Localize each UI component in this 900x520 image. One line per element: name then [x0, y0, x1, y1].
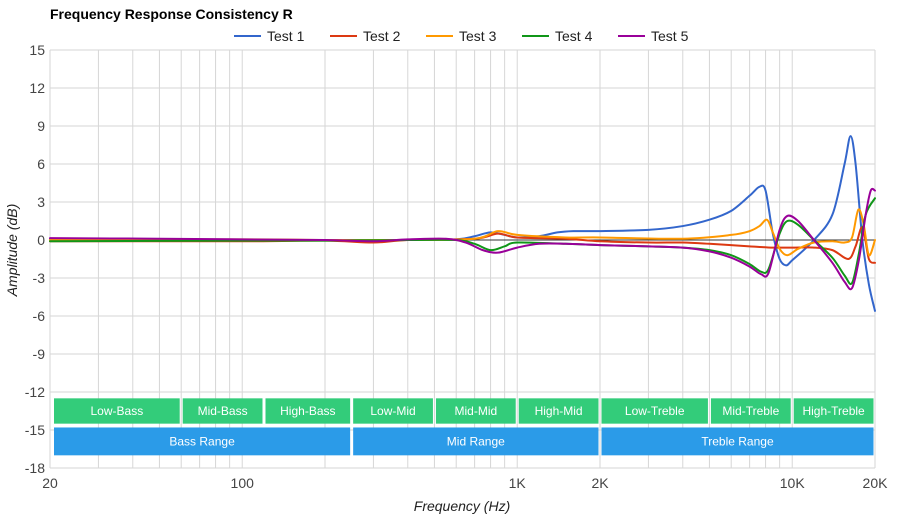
series-line-test-4 — [49, 197, 876, 285]
y-tick-label: 6 — [37, 156, 45, 172]
range-band — [54, 427, 351, 456]
range-band-label: Bass Range — [169, 434, 235, 448]
sub-range-band-label: Low-Mid — [370, 404, 415, 418]
legend-label: Test 4 — [555, 28, 593, 44]
sub-range-band-label: High-Treble — [802, 404, 865, 418]
range-band-label: Treble Range — [701, 434, 774, 448]
x-tick-label: 20K — [863, 475, 889, 491]
sub-range-band — [793, 398, 874, 424]
y-tick-label: -12 — [25, 384, 45, 400]
series-line-test-3 — [49, 208, 876, 257]
sub-range-band — [353, 398, 433, 424]
sub-range-band-label: Mid-Bass — [198, 404, 248, 418]
sub-range-band-label: High-Mid — [535, 404, 583, 418]
y-tick-label: 0 — [37, 232, 45, 248]
x-tick-label: 20 — [42, 475, 58, 491]
y-axis-title: Amplitude (dB) — [4, 204, 20, 298]
x-tick-label: 10K — [780, 475, 806, 491]
y-tick-label: -3 — [33, 270, 46, 286]
y-tick-label: 3 — [37, 194, 45, 210]
series-lines — [49, 135, 876, 312]
sub-range-band — [182, 398, 263, 424]
legend-label: Test 3 — [459, 28, 497, 44]
sub-range-band-label: High-Bass — [280, 404, 335, 418]
sub-range-band-label: Mid-Mid — [454, 404, 497, 418]
y-tick-label: 15 — [29, 42, 45, 58]
sub-range-band — [601, 398, 708, 424]
sub-range-band — [435, 398, 516, 424]
sub-range-band — [518, 398, 599, 424]
y-tick-label: -9 — [33, 346, 46, 362]
legend-label: Test 5 — [651, 28, 689, 44]
y-axis-ticks: 15 12 9 6 3 0 -3 -6 -9 -12 -15 -18 — [25, 42, 45, 476]
y-tick-label: -6 — [33, 308, 46, 324]
x-tick-label: 2K — [591, 475, 609, 491]
y-tick-label: -18 — [25, 460, 45, 476]
sub-range-band — [710, 398, 791, 424]
chart-title: Frequency Response Consistency R — [50, 6, 293, 22]
sub-range-band — [54, 398, 180, 424]
range-band — [353, 427, 599, 456]
sub-range-band-label: Low-Bass — [91, 404, 144, 418]
y-tick-label: 9 — [37, 118, 45, 134]
y-tick-label: 12 — [29, 80, 45, 96]
series-line-test-5 — [49, 187, 876, 291]
sub-range-band-label: Low-Treble — [625, 404, 685, 418]
range-band — [601, 427, 874, 456]
x-tick-label: 1K — [509, 475, 527, 491]
range-band-label: Mid Range — [447, 434, 505, 448]
legend-label: Test 1 — [267, 28, 305, 44]
legend-label: Test 2 — [363, 28, 401, 44]
x-axis-ticks: 20 100 1K 2K 10K 20K — [42, 475, 888, 491]
frequency-bands: Low-Bass Mid-Bass High-Bass Low-Mid Mid-Mid H… — [54, 398, 874, 456]
sub-range-band-label: Mid-Treble — [722, 404, 779, 418]
x-axis-title: Frequency (Hz) — [414, 498, 510, 514]
y-tick-label: -15 — [25, 422, 45, 438]
legend: Test 1 Test 2 Test 3 Test 4 Test 5 — [234, 28, 689, 44]
series-line-test-2 — [49, 226, 876, 264]
series-line-test-1 — [49, 135, 876, 312]
x-tick-label: 100 — [231, 475, 255, 491]
sub-range-band — [265, 398, 351, 424]
